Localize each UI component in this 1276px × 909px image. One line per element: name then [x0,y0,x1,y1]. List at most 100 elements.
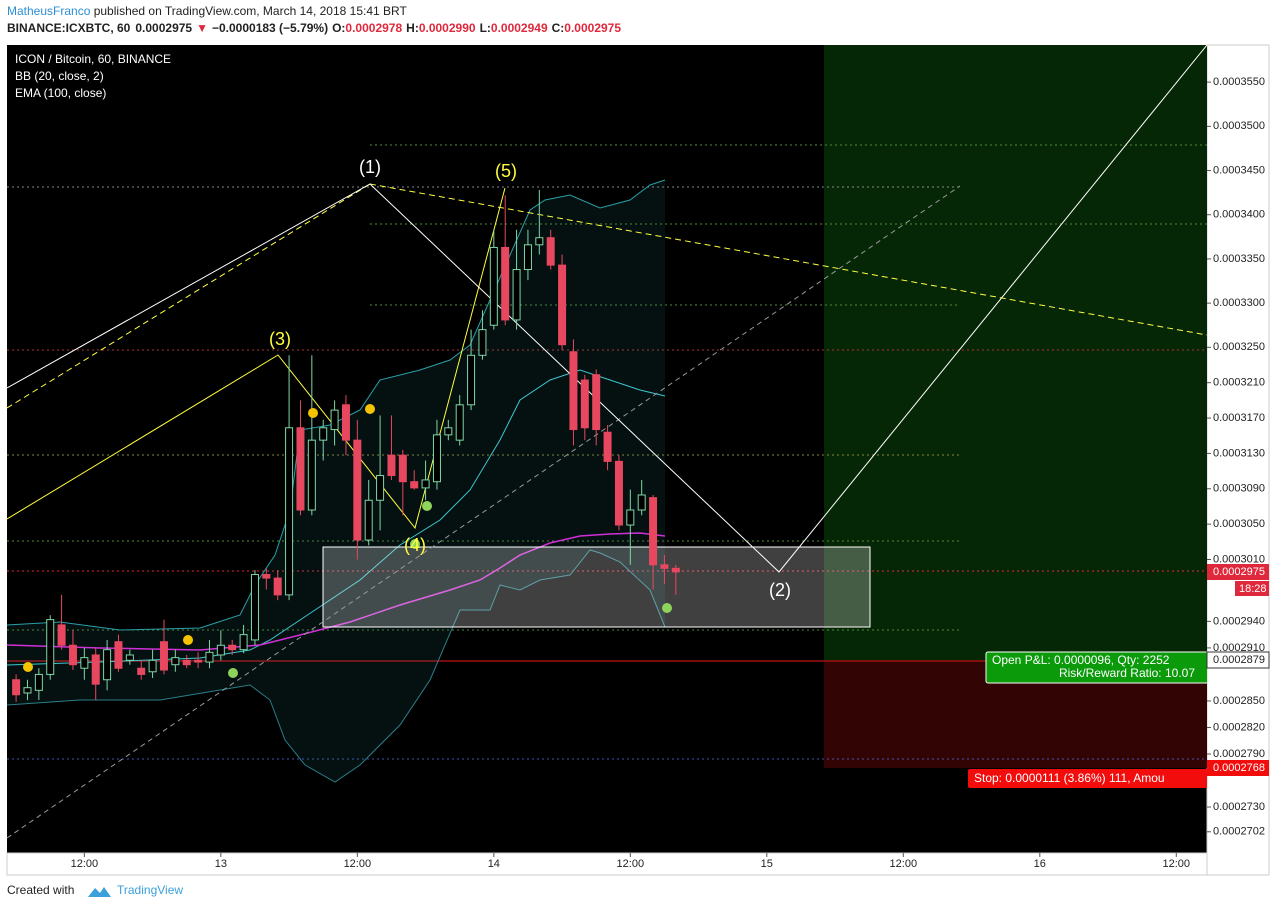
candle-body [57,624,66,646]
price-markers: 0.0002975 18:28 0.0002879 0.0002768 [1206,564,1270,776]
signal-dot [365,404,375,414]
level-lines [7,144,1207,760]
candle-body [364,499,373,541]
ohlc-label: O: [332,21,345,35]
quote-line: BINANCE:ICXBTC, 60 0.0002975 ▼ −0.0000183 (… [7,21,621,35]
y-tick-label: 0.0003050 [1213,518,1265,530]
arrow: ▼ [196,21,208,35]
ohlc-label: L: [480,21,491,35]
axes: 0.0003550 0.0003500 0.0003450 0.0003400 0.00… [71,76,1265,870]
candle-body [34,673,43,691]
candle-body [182,659,191,666]
candle-body [421,479,430,489]
candle-body [205,651,214,663]
y-tick-label: 0.0003250 [1213,341,1265,353]
bb-lower [7,549,666,783]
ohlc-label: H: [406,21,419,35]
candle-body [387,454,396,477]
candle-body [273,577,282,596]
target-zone [824,45,1207,661]
stop-price: 0.0002768 [1213,762,1265,774]
candle-body [501,246,510,321]
x-tick-label: 12:00 [617,858,645,870]
candle-body [660,564,669,569]
current-price-box [1207,564,1269,580]
countdown: 18:28 [1239,583,1267,595]
candle-body [467,354,476,406]
channel-line [369,183,1207,336]
y-tick-label: 0.0002820 [1213,721,1265,733]
candle-body [262,574,271,579]
footer-text: Created with [7,883,74,897]
entry-price-box [1206,651,1270,669]
candle-body [228,644,237,651]
channel-line [7,183,371,409]
candle-body [159,641,168,671]
candle-body [478,329,487,356]
candle-body [614,460,623,526]
range-box [322,546,871,628]
chart-title: ICON / Bitcoin, 60, BINANCE [15,52,171,66]
candle-body [114,641,123,669]
y-tick-label: 0.0002790 [1213,748,1265,760]
stop-text: Stop: 0.0000111 (3.86%) 111, Amou [974,771,1165,785]
y-tick-label: 0.0003450 [1213,164,1265,176]
ohlc-value: 0.0002975 [564,21,621,35]
author[interactable]: MatheusFranco [7,4,91,18]
brand[interactable]: TradingView [117,883,183,897]
wave-label: (5) [495,161,517,181]
wave-line [7,187,506,530]
wave-label: (3) [269,329,291,349]
candle-body [171,657,180,666]
candles [12,189,680,702]
candle-body [285,427,294,596]
stop-box [968,769,1207,788]
candle-body [353,439,362,541]
entry-price: 0.0002879 [1213,654,1265,666]
change: −0.0000183 (−5.79%) [212,21,328,35]
signal-dot [662,603,672,613]
y-tick-label: 0.0003350 [1213,253,1265,265]
signal-dot [410,539,420,549]
ohlc-label: C: [552,21,565,35]
candle-body [91,654,100,685]
y-tick-label: 0.0003550 [1213,76,1265,88]
y-tick-label: 0.0002850 [1213,695,1265,707]
stop-price-box [1207,760,1269,776]
ohlc-value: 0.0002978 [345,21,402,35]
price: 0.0002975 [135,21,192,35]
candle-body [626,509,635,526]
pnl-box [985,651,1207,684]
x-tick-label: 12:00 [71,858,99,870]
candle-body [558,264,567,346]
candle-body [23,687,32,694]
x-tick-label: 12:00 [344,858,372,870]
candle-body [649,497,658,566]
plot-area: (1) (3) (5) (4) (2) Open P&L: 0.0000096,… [7,45,1207,839]
candle-body [637,494,646,511]
price-axis [1206,44,1270,876]
wave-label: (1) [359,157,381,177]
x-tick-label: 13 [215,858,227,870]
candle-body [580,379,589,429]
bb-basis [7,369,666,666]
candle-body [455,404,464,441]
current-price: 0.0002975 [1213,566,1265,578]
x-tick-label: 16 [1034,858,1046,870]
candle-body [194,659,203,663]
candle-body [319,427,328,441]
published: published on TradingView.com, March 14, … [90,4,407,18]
signal-dot [183,635,193,645]
x-tick-label: 15 [761,858,773,870]
y-tick-label: 0.0003010 [1213,553,1265,565]
candle-body [80,657,89,669]
signal-dot [308,408,318,418]
ohlc-value: 0.0002949 [491,21,548,35]
candle-body [398,454,407,483]
y-tick-label: 0.0002730 [1213,801,1265,813]
bb-upper [7,179,666,631]
candle-body [512,269,521,321]
candle-body [535,237,544,246]
